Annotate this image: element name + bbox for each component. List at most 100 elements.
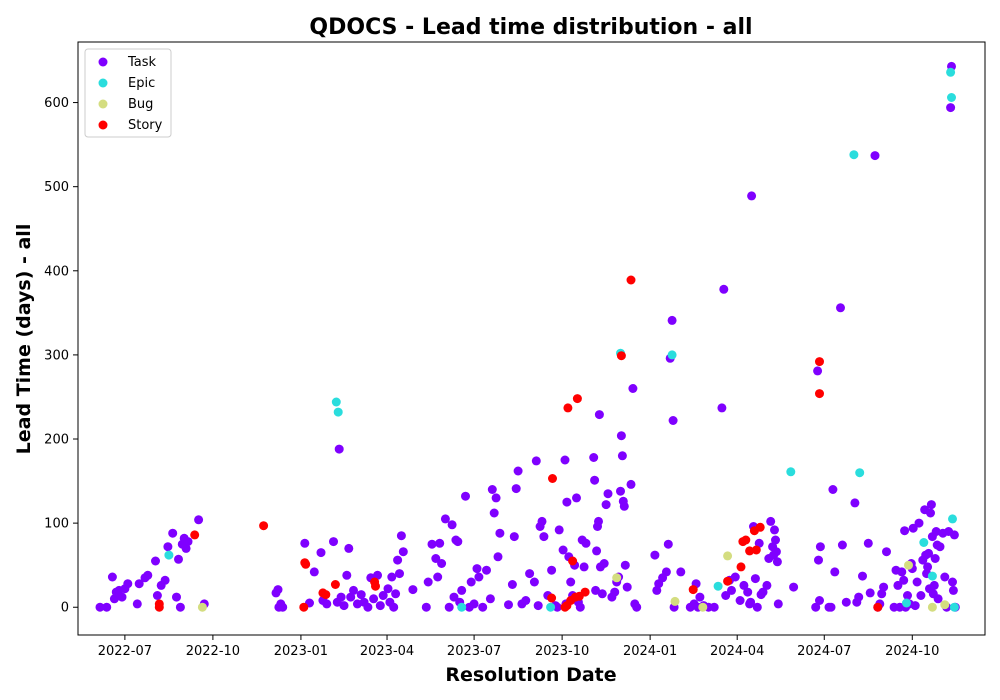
task-point (632, 602, 642, 612)
task-point (813, 366, 823, 376)
task-point (601, 500, 611, 510)
legend-label-epic: Epic (128, 76, 155, 91)
task-point (592, 546, 602, 556)
y-tick-label: 100 (44, 517, 69, 532)
task-point (579, 562, 589, 572)
task-point (478, 602, 488, 612)
task-point (590, 475, 600, 485)
task-point (453, 537, 463, 547)
task-point (619, 501, 629, 511)
epic-point (919, 538, 929, 547)
task-point (762, 580, 772, 590)
epic-point (546, 602, 556, 612)
task-point (562, 497, 572, 507)
task-point (879, 582, 889, 592)
task-point (383, 584, 393, 594)
x-tick-label: 2022-10 (186, 644, 240, 659)
task-point (870, 151, 880, 161)
task-point (547, 565, 557, 575)
task-point (616, 486, 625, 496)
task-point (396, 531, 406, 541)
epic-point (902, 598, 911, 608)
legend-marker-task (98, 57, 108, 67)
task-point (946, 103, 956, 113)
legend-label-task: Task (127, 55, 157, 70)
task-point (391, 589, 401, 599)
task-point (466, 577, 476, 587)
task-point (771, 547, 781, 557)
x-axis-label: Resolution Date (445, 664, 616, 686)
task-point (183, 537, 193, 547)
task-point (709, 602, 719, 612)
story-point (580, 587, 590, 597)
task-point (560, 455, 570, 465)
legend-marker-epic (98, 78, 108, 88)
task-point (554, 525, 564, 535)
task-point (789, 582, 799, 592)
task-point (369, 594, 379, 604)
bug-point (940, 600, 950, 610)
epic-point (927, 571, 937, 581)
task-point (491, 493, 501, 503)
task-point (375, 601, 385, 611)
task-point (903, 591, 912, 600)
story-point (371, 581, 380, 591)
task-point (836, 303, 845, 313)
task-point (930, 554, 940, 563)
task-point (933, 594, 943, 604)
task-point (721, 591, 731, 600)
task-point (858, 571, 867, 581)
epic-point (333, 407, 343, 417)
story-point (736, 562, 746, 572)
task-point (558, 545, 568, 555)
task-point (622, 582, 632, 592)
task-point (566, 577, 576, 587)
task-point (735, 596, 745, 605)
task-point (435, 538, 445, 548)
epic-point (331, 397, 341, 407)
task-point (667, 315, 677, 325)
task-point (910, 601, 920, 611)
y-tick-label: 400 (44, 264, 69, 279)
bug-point (197, 602, 207, 612)
story-point (815, 389, 824, 399)
task-point (342, 570, 352, 580)
story-point (755, 522, 765, 532)
task-point (815, 542, 825, 552)
task-point (472, 564, 482, 574)
x-tick-label: 2023-10 (535, 644, 589, 659)
task-point (594, 410, 604, 420)
task-point (329, 537, 338, 547)
task-point (727, 585, 736, 595)
task-point (143, 570, 153, 580)
legend-label-bug: Bug (128, 97, 153, 112)
task-point (948, 577, 957, 587)
task-point (935, 542, 945, 552)
y-tick-label: 300 (44, 348, 69, 363)
task-point (487, 485, 497, 494)
task-point (163, 542, 173, 552)
epic-point (457, 602, 467, 612)
task-point (626, 479, 636, 489)
task-point (916, 591, 926, 600)
story-point (568, 556, 578, 566)
epic-point (949, 602, 959, 612)
epic-point (667, 350, 677, 360)
task-point (591, 585, 601, 595)
task-point (344, 543, 354, 553)
y-tick-label: 200 (44, 433, 69, 448)
task-point (882, 547, 891, 557)
task-point (168, 528, 178, 538)
task-point (929, 580, 939, 590)
points-layer (95, 61, 960, 612)
story-point (616, 351, 626, 361)
story-point (745, 546, 755, 556)
task-point (837, 540, 847, 550)
task-point (336, 592, 346, 602)
task-point (597, 589, 607, 599)
task-point (552, 602, 562, 612)
task-point (102, 602, 112, 612)
task-point (572, 493, 581, 503)
chart-title: QDOCS - Lead time distribution - all (309, 15, 752, 40)
legend: Task Epic Bug Story (84, 48, 172, 138)
